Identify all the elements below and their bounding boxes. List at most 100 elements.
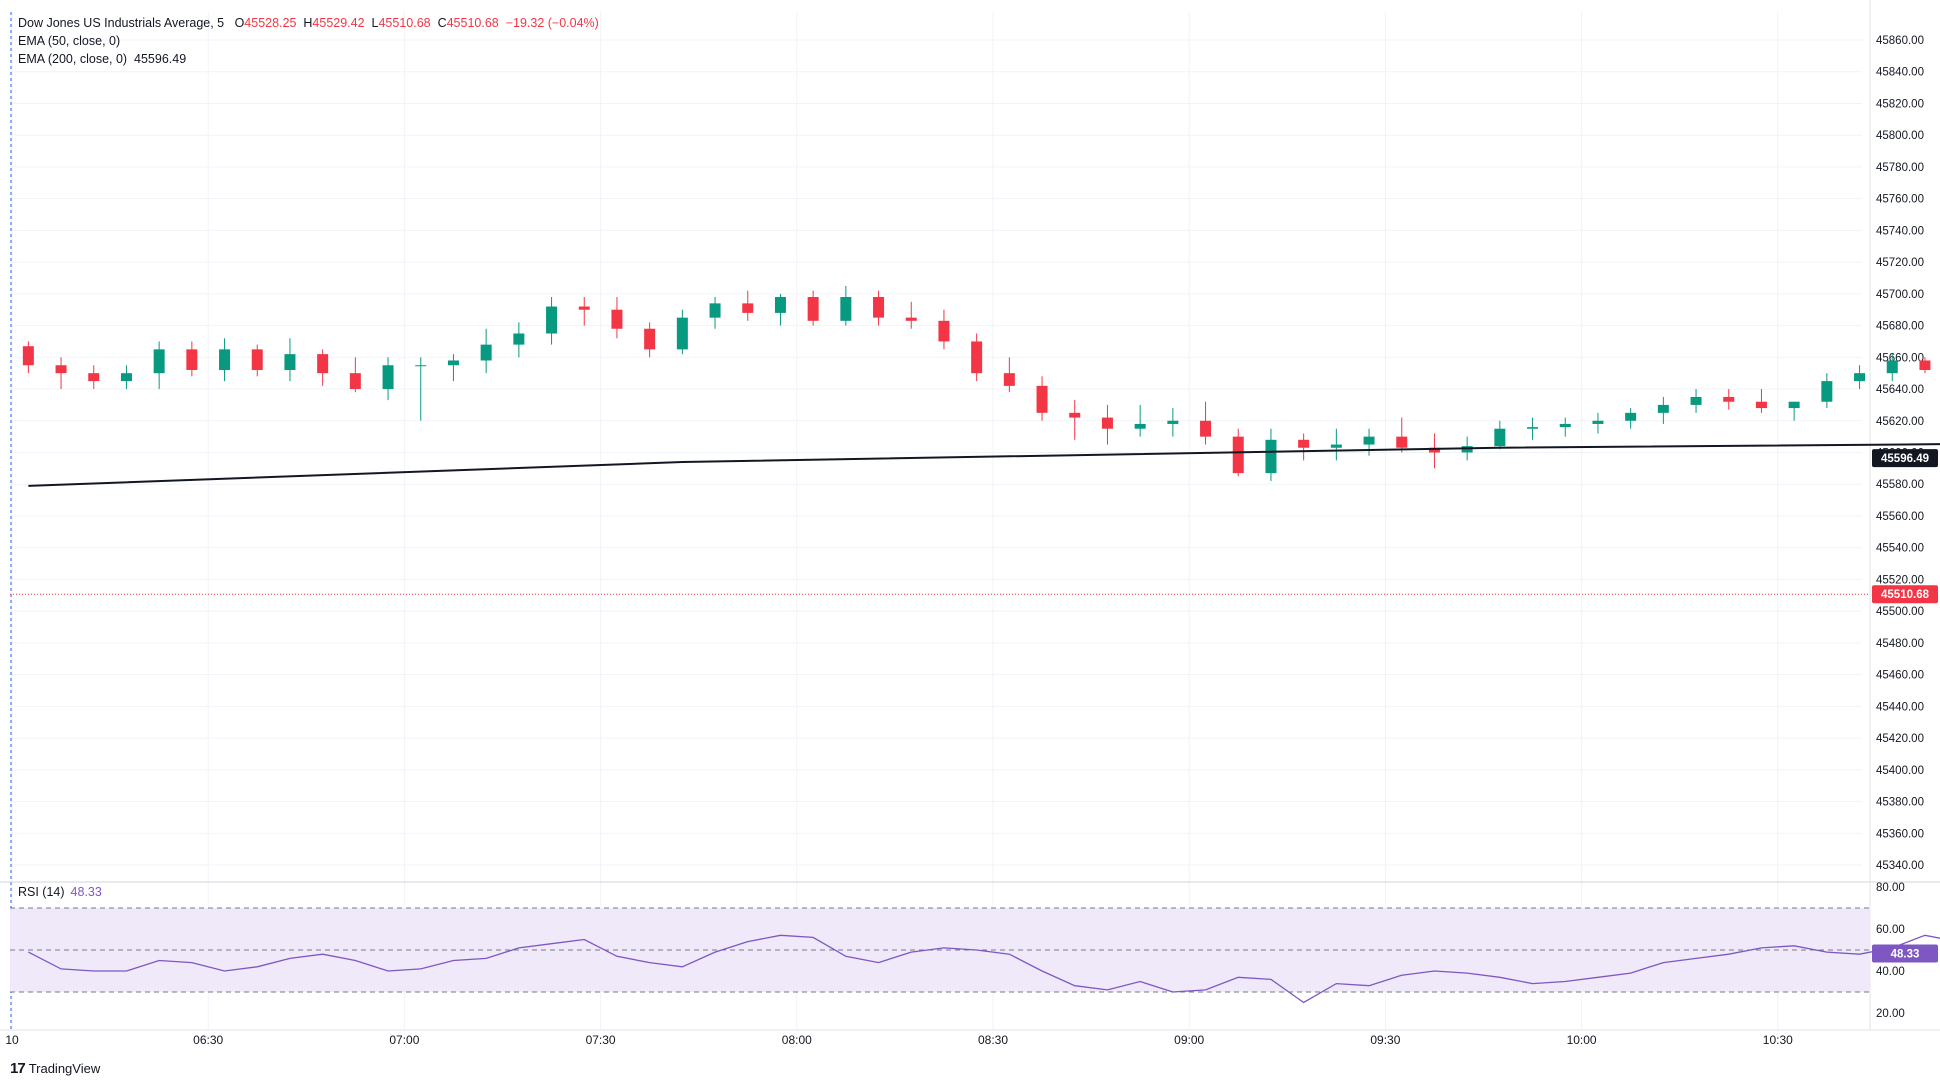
rsi-legend[interactable]: RSI (14) 48.33	[18, 885, 102, 899]
candle-body	[1167, 420, 1179, 424]
high-label: H	[303, 16, 313, 30]
candle-body	[1657, 404, 1669, 413]
y-tick-label: 45520.00	[1876, 574, 1924, 586]
y-tick-label: 45620.00	[1876, 416, 1924, 428]
x-tick-label: 07:00	[389, 1033, 419, 1047]
y-tick-label: 45560.00	[1876, 511, 1924, 523]
y-tick-label: 45420.00	[1876, 733, 1924, 745]
y-tick-label: 45640.00	[1876, 384, 1924, 396]
candle-body	[742, 303, 754, 313]
y-tick-label: 45800.00	[1876, 130, 1924, 142]
candle-body	[1886, 360, 1898, 374]
x-tick-label: 06:30	[193, 1033, 223, 1047]
candle-body	[1755, 401, 1767, 409]
y-tick-label: 45760.00	[1876, 194, 1924, 206]
x-tick-label: 07:30	[586, 1033, 616, 1047]
candle-body	[1069, 412, 1081, 418]
symbol-name[interactable]: Dow Jones US Industrials Average, 5	[18, 16, 225, 30]
candle-body	[938, 320, 950, 342]
y-tick-label: 45740.00	[1876, 225, 1924, 237]
last-price-badge	[1872, 585, 1938, 604]
candle-body	[480, 344, 492, 361]
candle-body	[1690, 396, 1702, 405]
ema200-axis-label: 45596.49	[1881, 453, 1929, 465]
ema200-legend[interactable]: EMA (200, close, 0) 45596.49	[18, 50, 599, 68]
rsi-y-tick-label: 80.00	[1876, 882, 1905, 894]
candle-body	[55, 365, 67, 374]
candle-body	[807, 297, 819, 321]
candle-body	[284, 354, 296, 370]
candle-body	[415, 365, 427, 367]
y-tick-label: 45720.00	[1876, 257, 1924, 269]
open-value: 45528.25	[244, 16, 297, 30]
y-tick-label: 45440.00	[1876, 701, 1924, 713]
candle-body	[971, 341, 983, 374]
candle-body	[840, 297, 852, 321]
candle-body	[1428, 447, 1440, 453]
rsi-y-tick-label: 60.00	[1876, 924, 1905, 936]
candle-body	[1723, 396, 1735, 402]
candle-body	[317, 354, 329, 374]
ema200-value: 45596.49	[134, 52, 187, 66]
candle-body	[88, 373, 100, 382]
y-tick-label: 45680.00	[1876, 321, 1924, 333]
y-tick-label: 45780.00	[1876, 162, 1924, 174]
candle-body	[120, 373, 132, 382]
candle-body	[1134, 423, 1146, 429]
close-value: 45510.68	[446, 16, 499, 30]
candle-body	[709, 303, 721, 318]
candle-body	[1330, 444, 1342, 448]
rsi-y-tick-label: 40.00	[1876, 966, 1905, 978]
candle-body	[1788, 401, 1800, 409]
y-tick-label: 45820.00	[1876, 98, 1924, 110]
y-tick-label: 45700.00	[1876, 289, 1924, 301]
y-tick-label: 45480.00	[1876, 638, 1924, 650]
y-tick-label: 45860.00	[1876, 35, 1924, 47]
candle-body	[873, 297, 885, 318]
candle-body	[676, 317, 688, 350]
open-label: O	[234, 16, 245, 30]
x-tick-label: 09:30	[1370, 1033, 1400, 1047]
candle-body	[1265, 439, 1277, 474]
candle-body	[153, 349, 165, 374]
ema200-label: EMA (200, close, 0)	[18, 52, 128, 66]
y-tick-label: 45540.00	[1876, 543, 1924, 555]
tradingview-mark-icon: 17	[10, 1060, 26, 1077]
rsi-line	[28, 934, 1940, 1004]
x-tick-label: 10:30	[1763, 1033, 1793, 1047]
candle-body	[1527, 427, 1539, 429]
candle-body	[1396, 436, 1408, 448]
ema50-label: EMA (50, close, 0)	[18, 34, 121, 48]
candle-body	[1101, 417, 1113, 429]
candle-body	[1821, 381, 1833, 402]
candle-body	[546, 306, 558, 334]
candle-body	[1625, 412, 1637, 421]
low-value: 45510.68	[378, 16, 431, 30]
change-value: −19.32 (−0.04%)	[505, 16, 599, 30]
candle-body	[1592, 420, 1604, 424]
y-tick-label: 45660.00	[1876, 352, 1924, 364]
rsi-y-tick-label: 20.00	[1876, 1008, 1905, 1020]
candle-body	[513, 333, 525, 345]
candle-body	[219, 349, 231, 370]
ema50-legend[interactable]: EMA (50, close, 0)	[18, 32, 599, 50]
rsi-axis-label: 48.33	[1891, 949, 1920, 961]
candle-body	[1461, 446, 1473, 453]
y-tick-label: 45380.00	[1876, 797, 1924, 809]
ema200-badge	[1872, 449, 1938, 468]
y-tick-label: 45400.00	[1876, 765, 1924, 777]
y-tick-label: 45580.00	[1876, 479, 1924, 491]
tradingview-logo[interactable]: 17 TradingView	[10, 1060, 100, 1077]
candle-body	[578, 306, 590, 310]
tradingview-name: TradingView	[28, 1061, 101, 1076]
candle-body	[1854, 373, 1866, 382]
x-tick-label: 08:30	[978, 1033, 1008, 1047]
rsi-label: RSI (14)	[18, 885, 65, 899]
candle-body	[1036, 385, 1048, 413]
candle-body	[1919, 360, 1931, 370]
ema200-line	[28, 443, 1940, 487]
x-tick-label: 10:00	[1567, 1033, 1597, 1047]
candle-body	[1559, 423, 1571, 428]
candle-body	[1003, 373, 1015, 386]
